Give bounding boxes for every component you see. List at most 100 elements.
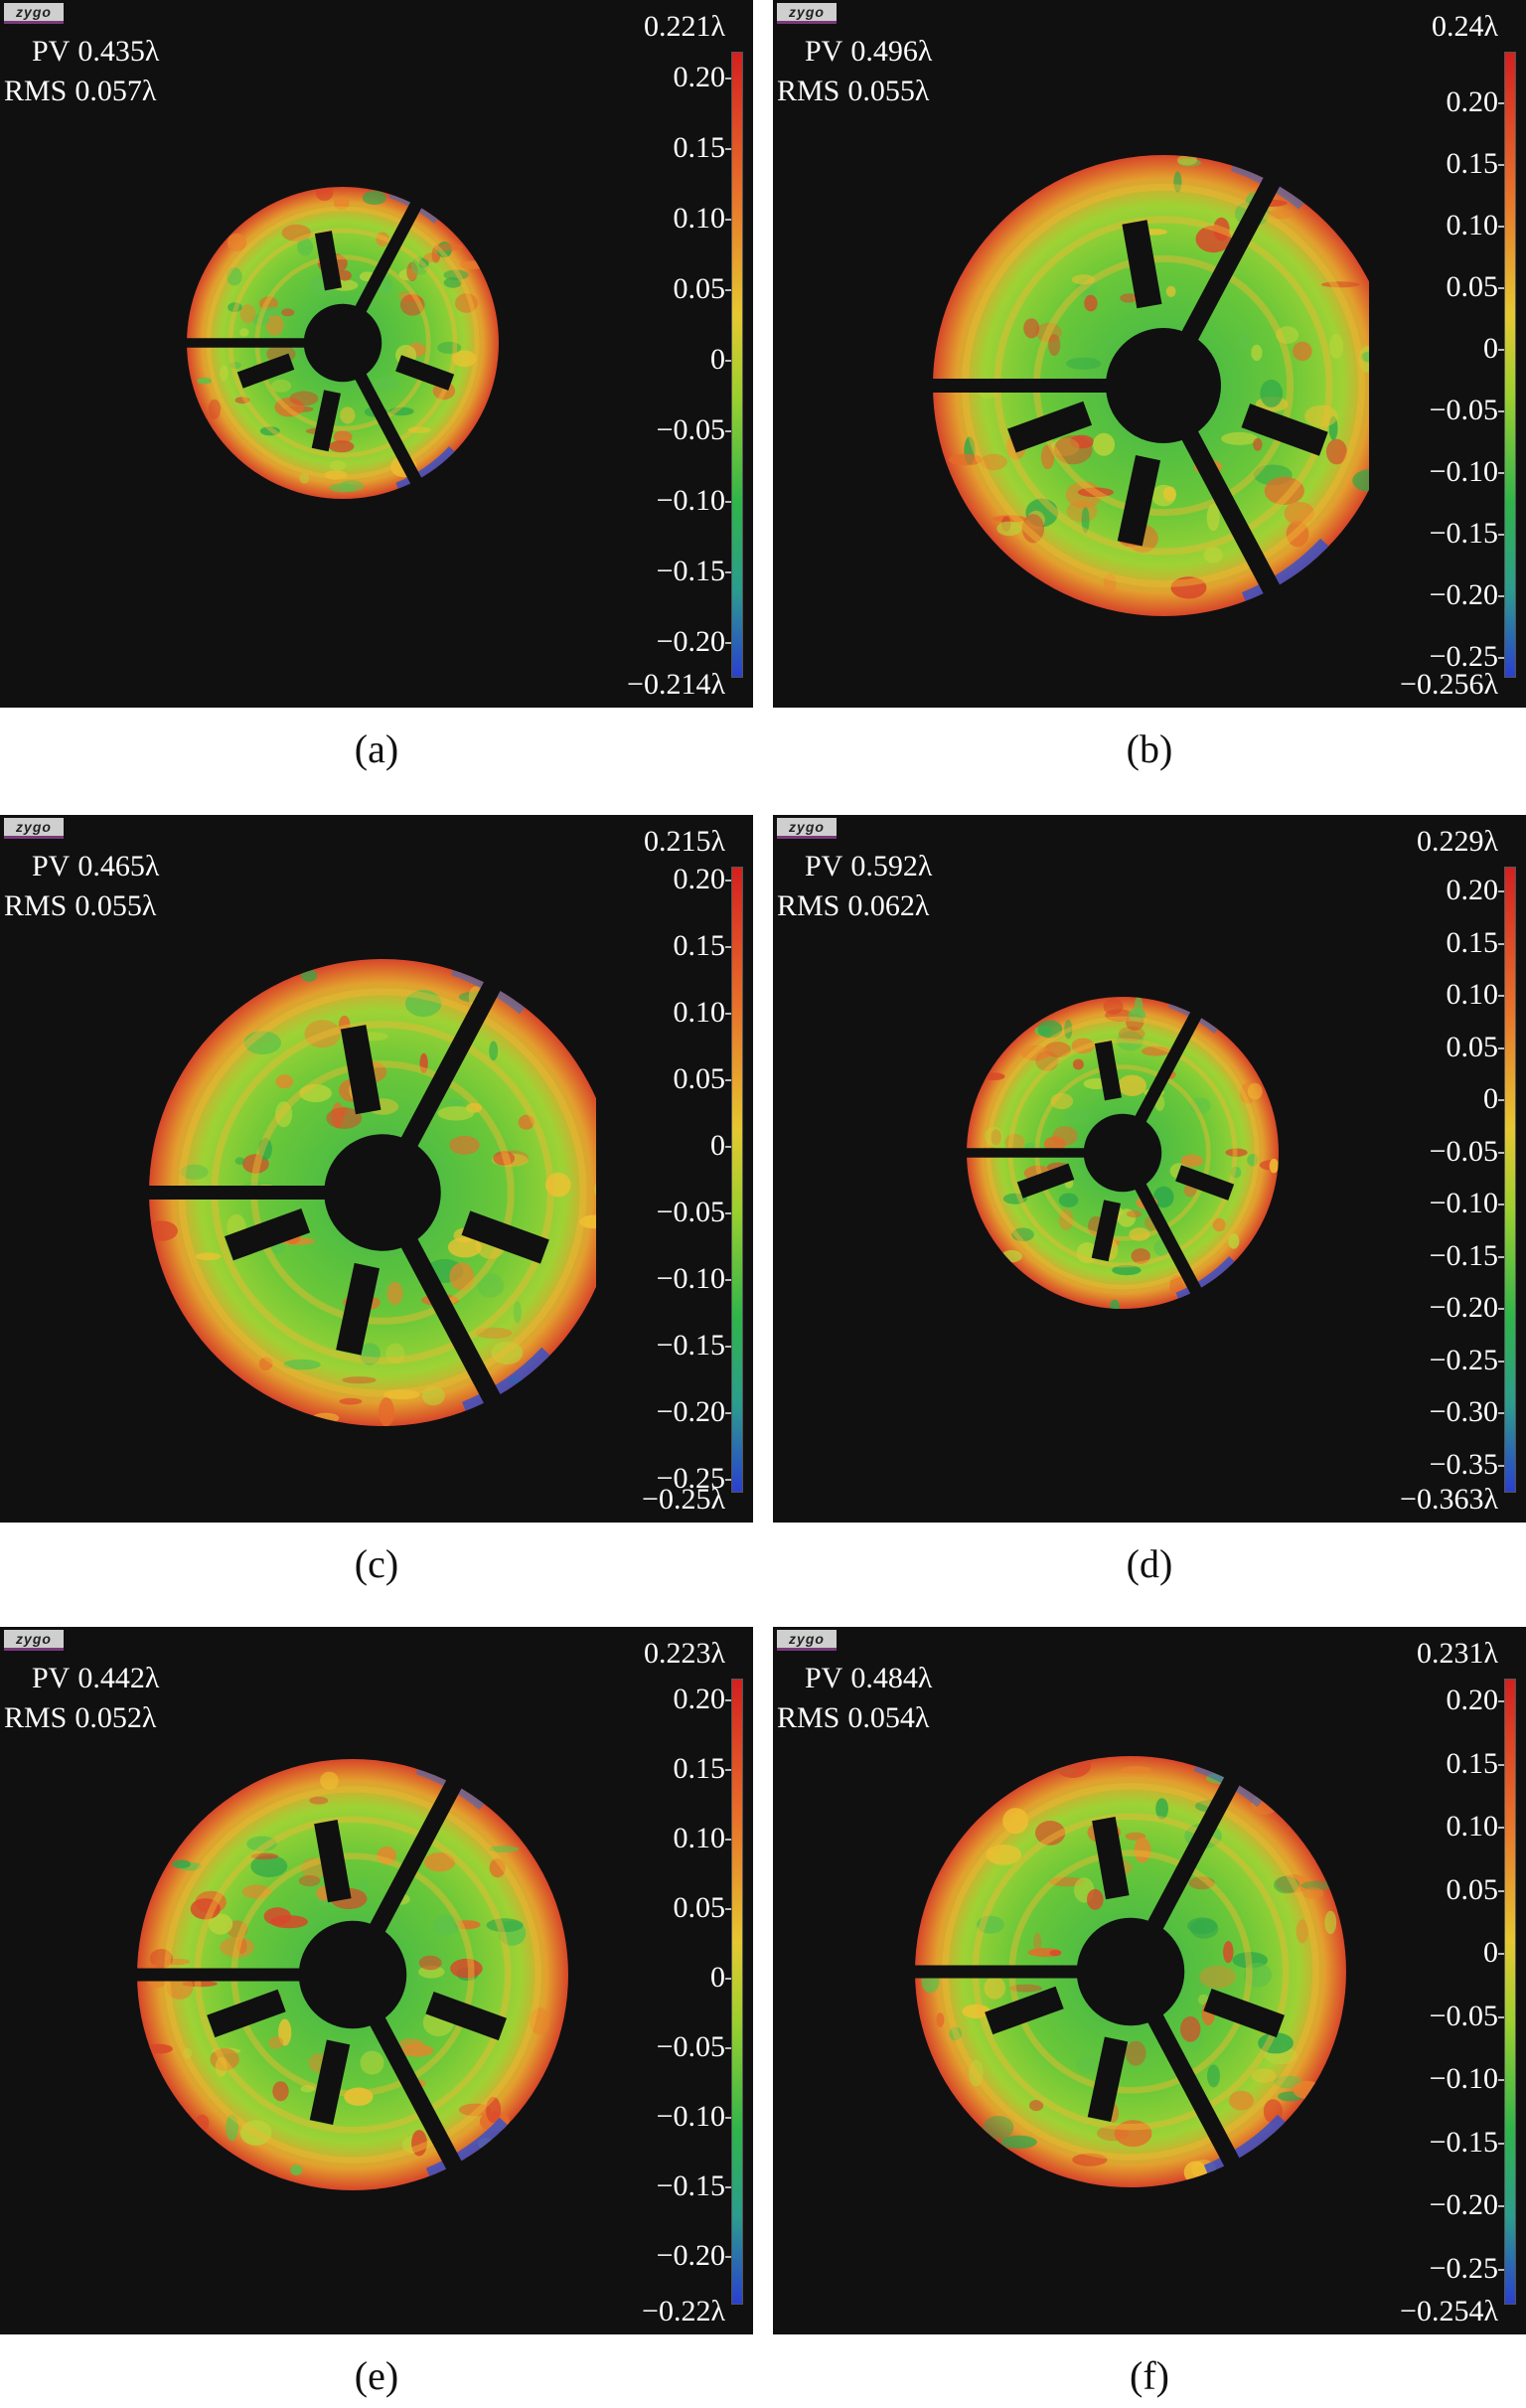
support-pad bbox=[1241, 403, 1328, 456]
surface-blotch bbox=[407, 426, 431, 434]
spider-vane bbox=[1176, 421, 1286, 604]
rms-label: RMS bbox=[4, 1701, 68, 1734]
scale-tick-label: 0 bbox=[1483, 332, 1498, 365]
scale-tick-label: −0.15 bbox=[1429, 517, 1498, 550]
surface-blotch bbox=[1243, 1962, 1272, 1988]
scale-tick-label: 0.05 bbox=[673, 1062, 726, 1095]
wavefront-map-c bbox=[137, 959, 596, 1426]
surface-blotch bbox=[424, 1852, 456, 1872]
scale-tick-mark bbox=[1498, 164, 1504, 166]
surface-blotch bbox=[1180, 2015, 1201, 2042]
scale-min-label: −0.256λ bbox=[1400, 668, 1498, 701]
surface-blotch bbox=[258, 1357, 273, 1370]
scale-tick-mark bbox=[725, 78, 731, 80]
surface-blotch bbox=[985, 1126, 1003, 1147]
support-pad bbox=[314, 231, 342, 291]
scale-tick-mark bbox=[725, 1146, 731, 1148]
scale-min-label: −0.22λ bbox=[642, 2295, 725, 2328]
scale-tick-label: −0.15 bbox=[656, 1329, 725, 1362]
color-scale-bar bbox=[731, 1679, 743, 2305]
color-scale-bar bbox=[1504, 52, 1516, 678]
surface-blotch bbox=[980, 453, 1007, 471]
surface-blotch bbox=[949, 2026, 962, 2041]
scale-tick-mark bbox=[1498, 2142, 1504, 2145]
scale-tick-mark bbox=[1498, 472, 1504, 474]
scale-min-label: −0.363λ bbox=[1400, 1483, 1498, 1516]
spider-vane bbox=[352, 367, 425, 491]
surface-blotch bbox=[315, 187, 334, 202]
scale-tick-label: 0.05 bbox=[1446, 270, 1499, 303]
scale-tick-mark bbox=[725, 946, 731, 948]
pv-value: 0.592λ bbox=[850, 850, 933, 883]
surface-blotch bbox=[1142, 1045, 1171, 1056]
surface-blotch bbox=[1325, 438, 1347, 465]
surface-blotch bbox=[1187, 1917, 1218, 1935]
scale-tick-label: −0.05 bbox=[1429, 1134, 1498, 1168]
surface-blotch bbox=[1284, 501, 1314, 526]
scale-tick-label: −0.10 bbox=[1429, 1187, 1498, 1219]
scale-tick-mark bbox=[725, 880, 731, 882]
surface-blotch bbox=[1300, 1880, 1334, 1890]
scale-tick-label: 0.10 bbox=[673, 202, 726, 235]
scale-tick-mark bbox=[1498, 2015, 1504, 2018]
support-pad bbox=[1092, 1817, 1130, 1900]
pv-value: 0.496λ bbox=[850, 35, 933, 68]
surface-blotch bbox=[1153, 1186, 1174, 1208]
scale-tick-label: −0.25 bbox=[1429, 2251, 1498, 2285]
surface-blotch bbox=[281, 308, 295, 317]
scale-tick-mark bbox=[725, 1079, 731, 1081]
rms-readout: RMS 0.057λ bbox=[4, 75, 156, 108]
support-pad bbox=[1007, 401, 1093, 453]
scale-tick-label: 0 bbox=[710, 1129, 725, 1162]
surface-blotch bbox=[299, 473, 310, 484]
scale-tick-mark bbox=[725, 1412, 731, 1414]
surface-blotch bbox=[1071, 1038, 1095, 1054]
panel-caption-d: (d) bbox=[1126, 1541, 1173, 1586]
surface-blotch bbox=[399, 294, 425, 316]
rms-readout: RMS 0.062λ bbox=[777, 889, 929, 923]
scale-tick-label: −0.10 bbox=[656, 1262, 725, 1295]
scale-tick-mark bbox=[1498, 287, 1504, 289]
rms-label: RMS bbox=[4, 889, 68, 922]
surface-blotch bbox=[423, 252, 441, 262]
surface-blotch bbox=[486, 1918, 524, 1933]
surface-blotch bbox=[1302, 1887, 1324, 1899]
surface-blotch bbox=[1129, 1227, 1150, 1241]
surface-blotch bbox=[1112, 1265, 1142, 1276]
scale-max-label: 0.215λ bbox=[643, 825, 725, 858]
support-pad bbox=[1094, 1041, 1122, 1101]
scale-tick-mark bbox=[1498, 1827, 1504, 1829]
surface-blotch bbox=[208, 1913, 233, 1935]
surface-blotch bbox=[447, 1236, 482, 1258]
scale-tick-label: −0.30 bbox=[1429, 1395, 1498, 1428]
surface-blotch bbox=[1058, 1208, 1074, 1230]
surface-blotch bbox=[340, 406, 356, 424]
surface-blotch bbox=[1223, 1941, 1234, 1964]
support-pad bbox=[236, 353, 295, 389]
color-scale-bar bbox=[1504, 867, 1516, 1493]
scale-tick-mark bbox=[1498, 1360, 1504, 1363]
surface-blotch bbox=[1221, 431, 1258, 445]
scale-tick-label: −0.20 bbox=[1429, 578, 1498, 611]
panel-b: zygo PV 0.496λ RMS 0.055λ 0.24λ 0.20 0.15 0.10 0.… bbox=[773, 0, 1526, 708]
scale-tick-mark bbox=[725, 642, 731, 644]
surface-blotch bbox=[259, 306, 285, 316]
surface-blotch bbox=[1324, 1910, 1337, 1935]
scale-tick-label: 0.15 bbox=[673, 1752, 726, 1785]
pv-readout: PV 0.435λ bbox=[32, 35, 159, 69]
surface-blotch bbox=[1304, 404, 1338, 427]
surface-blotch bbox=[1230, 1166, 1242, 1179]
scale-tick-mark bbox=[1498, 1151, 1504, 1154]
scale-tick-label: 0.10 bbox=[1446, 978, 1499, 1011]
surface-blotch bbox=[180, 1164, 209, 1180]
scale-tick-label: 0.15 bbox=[673, 929, 726, 962]
scale-tick-mark bbox=[1498, 2205, 1504, 2207]
surface-blotch bbox=[1105, 1009, 1133, 1022]
central-obscuration bbox=[1106, 328, 1221, 443]
support-pad bbox=[314, 1820, 352, 1903]
surface-blotch bbox=[275, 1101, 293, 1128]
surface-blotch bbox=[197, 377, 212, 385]
surface-blotch bbox=[220, 1936, 254, 1958]
spider-vane bbox=[1143, 2006, 1245, 2176]
central-obscuration bbox=[303, 303, 382, 383]
